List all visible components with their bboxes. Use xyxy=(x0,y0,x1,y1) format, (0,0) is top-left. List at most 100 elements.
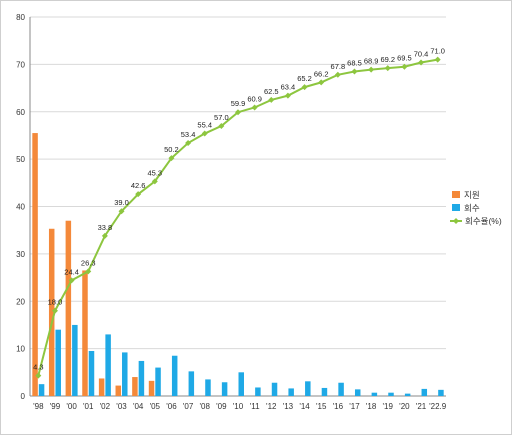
x-tick-label: '16 xyxy=(333,402,344,411)
recovery-rate-point xyxy=(185,140,192,147)
recovery-rate-label: 63.4 xyxy=(281,83,296,92)
bar-recovery xyxy=(255,387,261,396)
y-tick-label: 80 xyxy=(16,13,25,22)
data-labels: 4.318.024.426.333.839.042.645.350.253.45… xyxy=(33,47,445,372)
x-tick-label: '02 xyxy=(100,402,111,411)
bar-recovery xyxy=(138,360,145,396)
x-tick-label: '21 xyxy=(416,402,427,411)
bar-recovery xyxy=(221,382,228,396)
recovery-rate-point xyxy=(235,109,241,116)
recovery-rate-label: 60.9 xyxy=(247,94,262,103)
recovery-rate-point xyxy=(35,372,42,379)
x-tick-label: '09 xyxy=(216,402,227,411)
legend-swatch-recovery xyxy=(452,204,460,211)
recovery-rate-point xyxy=(368,66,375,73)
recovery-rate-label: 26.3 xyxy=(81,258,96,267)
recovery-rate-point xyxy=(168,155,175,162)
axis-ticks: 0 10 20 30 40 50 60 70 80 '98 '99 '00 '01 '02 '03 '04 '0… xyxy=(16,13,447,411)
recovery-rate-label: 59.9 xyxy=(231,99,246,108)
x-tick-label: '18 xyxy=(366,402,377,411)
recovery-rate-point xyxy=(284,92,291,99)
bars xyxy=(32,133,444,396)
bar-recovery xyxy=(55,329,61,396)
recovery-rate-label: 65.2 xyxy=(297,74,312,83)
x-tick-label: '04 xyxy=(133,402,144,411)
bar-recovery xyxy=(171,355,178,396)
recovery-rate-point xyxy=(301,84,308,91)
bar-recovery xyxy=(105,334,111,396)
recovery-rate-point xyxy=(68,277,75,284)
bar-support xyxy=(65,220,72,396)
recovery-rate-label: 71.0 xyxy=(430,47,445,56)
recovery-rate-label: 45.3 xyxy=(147,168,162,177)
legend-line-marker xyxy=(453,218,459,224)
y-tick-label: 40 xyxy=(16,203,25,212)
bar-recovery xyxy=(238,372,244,396)
recovery-rate-label: 66.2 xyxy=(314,69,329,78)
bar-recovery xyxy=(38,384,45,396)
bar-support xyxy=(82,270,88,396)
y-tick-label: 30 xyxy=(16,250,25,259)
x-tick-label: '17 xyxy=(349,402,360,411)
bar-recovery xyxy=(305,381,311,396)
x-tick-label: '13 xyxy=(283,402,294,411)
bar-recovery xyxy=(205,379,211,396)
recovery-rate-label: 68.5 xyxy=(347,58,362,67)
recovery-rate-point xyxy=(401,63,408,70)
x-tick-label: '10 xyxy=(233,402,244,411)
bar-support xyxy=(98,378,105,396)
bar-recovery xyxy=(421,388,428,396)
legend-label: 회수 xyxy=(464,203,480,213)
x-tick-label: '98 xyxy=(33,402,44,411)
recovery-rate-point xyxy=(384,65,391,72)
recovery-rate-point xyxy=(218,122,225,129)
recovery-line xyxy=(35,56,441,379)
recovery-rate-point xyxy=(151,178,158,185)
y-tick-label: 60 xyxy=(16,108,25,117)
y-tick-label: 10 xyxy=(16,345,25,354)
recovery-rate-point xyxy=(85,268,92,275)
recovery-rate-label: 68.9 xyxy=(364,57,379,66)
recovery-rate-label: 57.0 xyxy=(214,113,229,122)
bar-recovery xyxy=(338,382,344,396)
legend-swatch-support xyxy=(452,191,460,198)
bar-recovery xyxy=(388,392,394,396)
recovery-rate-point xyxy=(318,79,325,86)
recovery-rate-label: 69.2 xyxy=(380,55,395,64)
bar-recovery xyxy=(371,392,378,396)
x-tick-label: '15 xyxy=(316,402,327,411)
recovery-rate-label: 39.0 xyxy=(114,198,129,207)
bar-recovery xyxy=(122,352,128,396)
y-tick-label: 0 xyxy=(21,392,26,401)
recovery-rate-label: 50.2 xyxy=(164,145,179,154)
bar-recovery xyxy=(188,371,195,396)
x-tick-label: '05 xyxy=(150,402,161,411)
x-tick-label: '12 xyxy=(266,402,277,411)
recovery-rate-label: 18.0 xyxy=(48,298,63,307)
y-tick-label: 70 xyxy=(16,60,25,69)
x-tick-label: '22.9 xyxy=(429,402,447,411)
recovery-rate-label: 33.8 xyxy=(98,223,113,232)
x-tick-label: '14 xyxy=(299,402,310,411)
recovery-rate-label: 70.4 xyxy=(414,49,429,58)
recovery-rate-point xyxy=(334,71,341,78)
x-tick-label: '20 xyxy=(399,402,410,411)
bar-recovery xyxy=(404,393,411,396)
bar-support xyxy=(48,228,55,396)
recovery-rate-label: 4.3 xyxy=(33,363,43,372)
x-tick-label: '11 xyxy=(250,402,260,411)
recovery-rate-label: 67.8 xyxy=(331,62,346,71)
recovery-rate-point xyxy=(101,232,108,239)
y-tick-label: 50 xyxy=(16,155,25,164)
x-tick-label: '08 xyxy=(200,402,211,411)
x-tick-label: '99 xyxy=(50,402,61,411)
bar-recovery xyxy=(354,389,361,396)
recovery-rate-point xyxy=(51,307,58,314)
recovery-rate-label: 69.5 xyxy=(397,54,412,63)
recovery-rate-point xyxy=(268,96,275,103)
bar-recovery xyxy=(72,324,78,396)
bar-recovery xyxy=(288,388,294,396)
bar-recovery xyxy=(271,382,278,396)
x-tick-label: '19 xyxy=(383,402,394,411)
